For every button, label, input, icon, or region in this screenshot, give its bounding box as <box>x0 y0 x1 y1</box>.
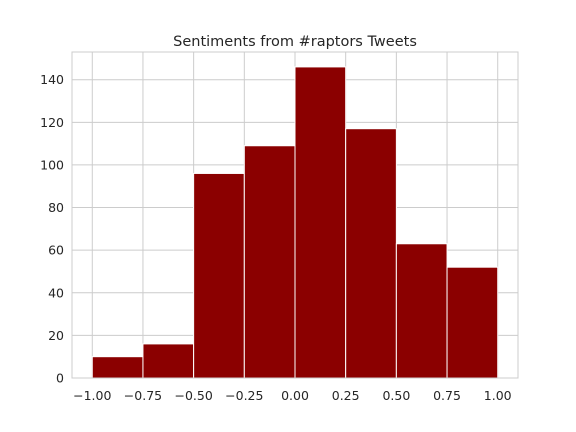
x-tick-label: 0.25 <box>332 388 360 403</box>
plot-frame <box>71 51 519 379</box>
y-tick-label: 140 <box>40 72 64 87</box>
x-tick-label: −0.25 <box>225 388 263 403</box>
chart-title: Sentiments from #raptors Tweets <box>173 34 417 50</box>
y-tick-label: 40 <box>48 285 64 300</box>
x-tick-label: −1.00 <box>73 388 111 403</box>
histogram-bar <box>91 356 144 379</box>
y-tick-label: 120 <box>40 115 64 130</box>
histogram-bar <box>446 266 499 379</box>
histogram-bar <box>345 128 397 379</box>
x-tick-label: −0.75 <box>124 388 162 403</box>
y-tick-label: 80 <box>48 200 64 215</box>
y-tick-label: 60 <box>48 243 64 258</box>
x-tick-label: −0.50 <box>174 388 212 403</box>
y-tick-label: 100 <box>40 157 64 172</box>
bars <box>91 66 499 379</box>
x-tick-label: 0.50 <box>382 388 410 403</box>
y-tick-label: 20 <box>48 328 64 343</box>
x-tick-label: 0.00 <box>281 388 309 403</box>
x-tick-label: 1.00 <box>484 388 512 403</box>
y-tick-label: 0 <box>56 371 64 386</box>
x-axis-ticks: −1.00 −0.75 −0.50 −0.25 0.00 0.25 0.50 0.75 1.00 <box>73 388 512 403</box>
histogram-bar <box>193 172 245 379</box>
histogram-bar <box>243 145 296 379</box>
x-tick-label: 0.75 <box>433 388 461 403</box>
y-axis-ticks: 0 20 40 60 80 100 120 140 <box>40 72 64 385</box>
histogram-bar <box>142 343 195 379</box>
histogram-bar <box>294 66 347 379</box>
histogram-bar <box>395 243 448 379</box>
